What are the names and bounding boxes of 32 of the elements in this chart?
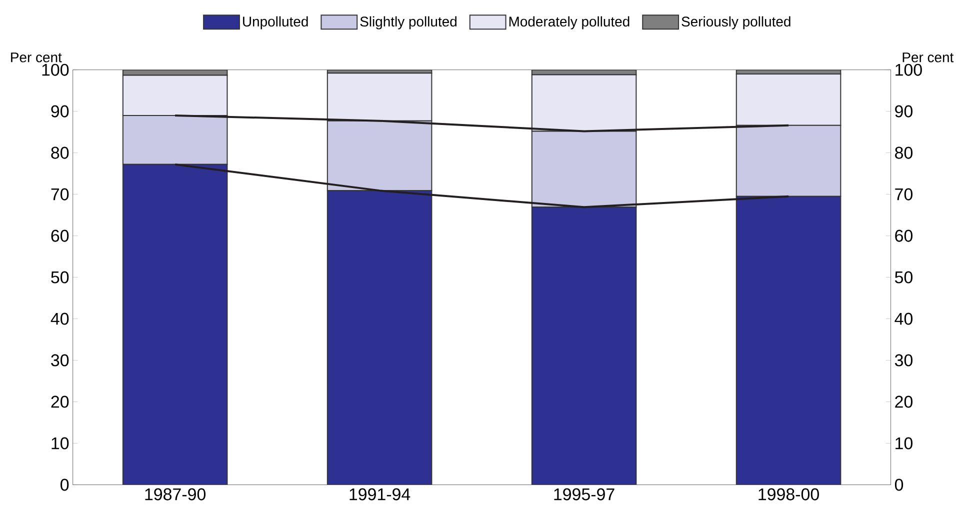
x-tick-label: 1998-00 (758, 488, 819, 500)
y2-tick-label: 70 (895, 188, 912, 200)
x-tick-label: 1987-90 (145, 488, 206, 500)
y-tick-label: 10 (52, 437, 69, 450)
y-tick-label: 30 (51, 354, 69, 366)
y-tick-label: 60 (51, 230, 69, 242)
y2-tick-label: 10 (896, 437, 912, 450)
legend-label: Unpolluted (243, 16, 308, 30)
y2-tick-label: 50 (894, 271, 912, 284)
y2-tick-label: 60 (895, 230, 912, 242)
y2-tick-label: 20 (895, 396, 912, 408)
x-tick-label: 1995-97 (554, 488, 614, 500)
legend-label: Seriously polluted (682, 16, 790, 30)
y2-axis-title: Per cent (902, 52, 954, 62)
y-tick-label: 70 (51, 188, 69, 200)
y-axis-title: Per cent (11, 52, 62, 62)
y-tick-label: 90 (51, 105, 69, 118)
y2-tick-label: 40 (894, 312, 912, 325)
y-tick-label: 50 (51, 271, 69, 284)
y-tick-label: 0 (60, 478, 69, 491)
legend-label: Slightly polluted (360, 16, 456, 30)
y2-tick-label: 80 (895, 146, 912, 159)
legend-label: Moderately polluted (509, 16, 630, 30)
y2-tick-label: 100 (896, 64, 922, 76)
y-tick-label: 80 (51, 146, 69, 159)
y2-tick-label: 0 (894, 478, 904, 491)
y-tick-label: 100 (42, 64, 69, 76)
y2-tick-label: 90 (895, 105, 912, 118)
y-tick-label: 40 (50, 312, 69, 325)
x-tick-label: 1991-94 (350, 488, 410, 500)
y2-tick-label: 30 (894, 354, 912, 366)
y-tick-label: 20 (51, 396, 69, 408)
